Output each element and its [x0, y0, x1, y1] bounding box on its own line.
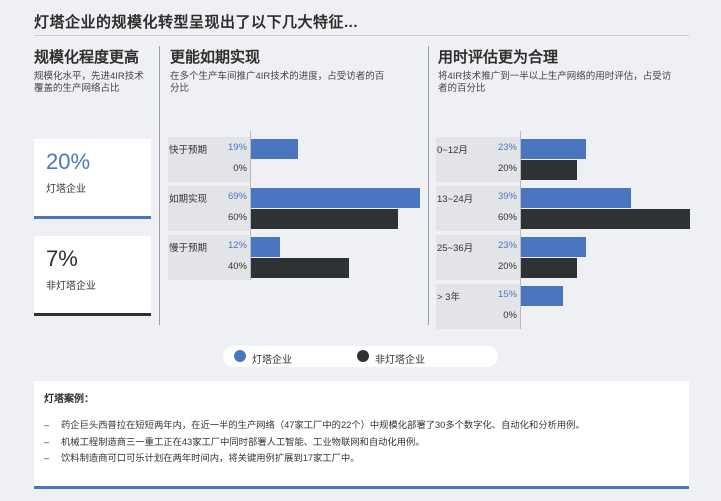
data-label: 19% — [227, 142, 247, 153]
category-group-background — [168, 235, 250, 280]
data-label: 69% — [227, 191, 247, 202]
category-group-background — [168, 137, 250, 182]
bar — [521, 188, 631, 208]
bullet-dash-icon: – — [44, 420, 50, 430]
case-item: – 饮料制造商可口可乐计划在两年时间内，将关键用例扩展到17家工厂中。 — [44, 450, 360, 464]
chart-axis-line — [250, 131, 251, 280]
category-group-background — [168, 186, 250, 231]
category-label: 25~36月 — [437, 243, 474, 254]
data-label: 23% — [497, 142, 517, 153]
lighthouse-stat-card: 20% 灯塔企业 — [34, 139, 151, 219]
bar — [251, 237, 281, 257]
bullet-dash-icon: – — [44, 437, 50, 447]
category-label: > 3年 — [437, 292, 460, 303]
category-label: 慢于预期 — [169, 243, 208, 254]
category-group-background — [436, 284, 520, 329]
subtitle-line: 者的百分比 — [438, 83, 486, 94]
data-label: 20% — [497, 163, 517, 174]
chart-axis-line — [520, 131, 521, 329]
bar — [521, 237, 586, 257]
category-group-background — [436, 137, 520, 182]
case-item-text: 饮料制造商可口可乐计划在两年时间内，将关键用例扩展到17家工厂中。 — [61, 453, 360, 463]
bullet-dash-icon: – — [44, 453, 50, 463]
chart-legend: 灯塔企业 非灯塔企业 — [223, 346, 498, 367]
scale-section-subtitle: 规模化水平，先进4IR技术 覆盖的生产网络占比 — [34, 71, 144, 95]
data-label: 20% — [497, 261, 517, 272]
section-divider — [159, 46, 160, 325]
data-label: 60% — [497, 212, 517, 223]
data-label: 15% — [497, 289, 517, 300]
data-label: 60% — [227, 212, 247, 223]
case-item-text: 药企巨头西普拉在短短两年内，在近一半的生产网络（47家工厂中的22个）中规模化部… — [61, 420, 585, 430]
data-label: 0% — [503, 310, 517, 321]
category-group-background — [436, 186, 520, 231]
case-item-text: 机械工程制造商三一重工正在43家工厂中同时部署人工智能、工业物联网和自动化用例。 — [61, 437, 425, 447]
stat-value: 20% — [46, 149, 91, 174]
subtitle-line: 在多个生产车间推广4IR技术的进度，占受访者的百 — [170, 71, 385, 82]
bar — [521, 209, 691, 229]
case-study-accent-rule — [34, 486, 689, 489]
scale-section-title: 规模化程度更高 — [34, 49, 140, 66]
legend-label-non-lighthouse: 非灯塔企业 — [375, 355, 425, 366]
data-label: 39% — [497, 191, 517, 202]
bar — [521, 139, 586, 159]
legend-swatch-lighthouse — [234, 350, 246, 362]
subtitle-line: 覆盖的生产网络占比 — [34, 83, 120, 94]
data-label: 40% — [227, 261, 247, 272]
bar — [521, 160, 578, 180]
stat-label: 灯塔企业 — [46, 184, 86, 195]
bar — [251, 139, 298, 159]
bar — [251, 188, 421, 208]
schedule-section-title: 更能如期实现 — [170, 49, 261, 66]
category-group-background — [436, 235, 520, 280]
case-item: – 机械工程制造商三一重工正在43家工厂中同时部署人工智能、工业物联网和自动化用例… — [44, 434, 425, 448]
data-label: 23% — [497, 240, 517, 251]
subtitle-line: 规模化水平，先进4IR技术 — [34, 71, 144, 82]
legend-swatch-non-lighthouse — [357, 350, 369, 362]
stat-accent-bar — [34, 216, 151, 219]
category-label: 如期实现 — [169, 194, 208, 205]
case-item: – 药企巨头西普拉在短短两年内，在近一半的生产网络（47家工厂中的22个）中规模化… — [44, 417, 585, 431]
bar — [251, 209, 398, 229]
category-label: 0~12月 — [437, 145, 468, 156]
schedule-section-subtitle: 在多个生产车间推广4IR技术的进度，占受访者的百 分比 — [170, 71, 384, 95]
data-label: 0% — [233, 163, 247, 174]
bar — [521, 258, 578, 278]
category-label: 13~24月 — [437, 194, 474, 205]
non-lighthouse-stat-card: 7% 非灯塔企业 — [34, 236, 151, 316]
case-study-title: 灯塔案例： — [44, 394, 94, 405]
stat-value: 7% — [46, 246, 78, 271]
bar — [521, 286, 564, 306]
page-title: 灯塔企业的规模化转型呈现出了以下几大特征... — [34, 14, 359, 31]
legend-label-lighthouse: 灯塔企业 — [252, 355, 292, 366]
subtitle-line: 分比 — [170, 83, 190, 94]
title-divider — [34, 35, 689, 36]
data-label: 12% — [227, 240, 247, 251]
section-divider — [428, 46, 429, 325]
timeline-section-title: 用时评估更为合理 — [438, 49, 559, 66]
subtitle-line: 将4IR技术推广到一半以上生产网络的用时评估，占受访 — [438, 71, 672, 82]
category-label: 快于预期 — [169, 145, 208, 156]
case-study-box: 灯塔案例： – 药企巨头西普拉在短短两年内，在近一半的生产网络（47家工厂中的22… — [34, 381, 689, 488]
bar — [251, 258, 349, 278]
stat-label: 非灯塔企业 — [46, 281, 96, 292]
stat-accent-bar — [34, 313, 151, 316]
timeline-section-subtitle: 将4IR技术推广到一半以上生产网络的用时评估，占受访 者的百分比 — [438, 71, 671, 95]
